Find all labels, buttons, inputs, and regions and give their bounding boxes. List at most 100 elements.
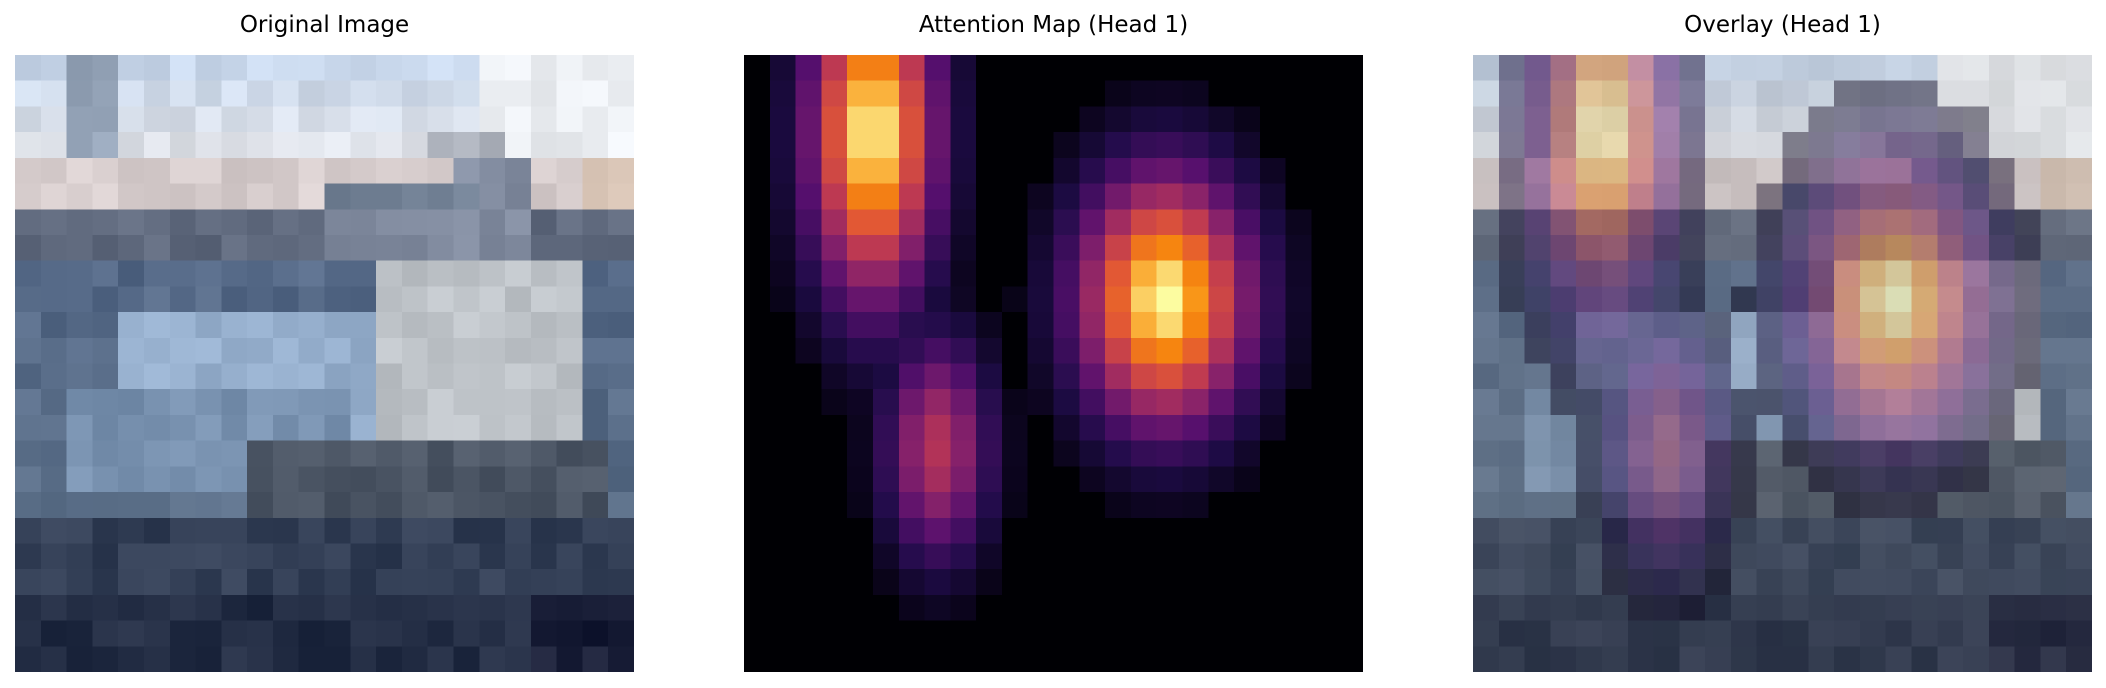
overlay-cell bbox=[1911, 389, 1938, 416]
image-cell bbox=[376, 492, 403, 519]
image-cell bbox=[272, 234, 300, 262]
image-cell bbox=[479, 569, 506, 596]
attention-cell bbox=[1311, 106, 1338, 133]
image-cell bbox=[556, 543, 583, 570]
image-cell bbox=[530, 389, 558, 416]
overlay-cell bbox=[1679, 492, 1706, 519]
attention-cell bbox=[847, 286, 874, 313]
attention-cell bbox=[1130, 337, 1158, 365]
overlay-cell bbox=[1524, 260, 1551, 287]
overlay-cell bbox=[1756, 286, 1784, 313]
overlay-cell bbox=[2066, 157, 2092, 185]
overlay-cell bbox=[1550, 260, 1577, 287]
attention-cell bbox=[1156, 157, 1183, 185]
image-cell bbox=[530, 492, 558, 519]
overlay-cell bbox=[1576, 414, 1603, 442]
attention-cell bbox=[1130, 132, 1158, 159]
attention-cell bbox=[872, 55, 900, 82]
overlay-cell bbox=[1963, 286, 1990, 313]
overlay-cell bbox=[1859, 389, 1887, 416]
image-cell bbox=[427, 466, 454, 493]
overlay-cell bbox=[1473, 466, 1500, 493]
attention-cell bbox=[898, 440, 926, 467]
overlay-cell bbox=[1756, 517, 1784, 544]
overlay-cell bbox=[1524, 209, 1551, 236]
overlay-cell bbox=[1808, 414, 1835, 442]
image-cell bbox=[143, 466, 171, 493]
image-cell bbox=[608, 80, 634, 107]
attention-cell bbox=[898, 183, 926, 210]
overlay-cell bbox=[1550, 517, 1577, 544]
attention-cell bbox=[769, 517, 797, 544]
overlay-cell bbox=[1937, 569, 1964, 596]
attention-cell bbox=[1156, 80, 1183, 107]
attention-cell bbox=[1001, 183, 1029, 210]
attention-cell bbox=[1311, 234, 1338, 262]
overlay-cell bbox=[1808, 312, 1835, 339]
overlay-cell bbox=[1937, 466, 1964, 493]
attention-cell bbox=[744, 440, 771, 467]
attention-cell bbox=[1156, 286, 1183, 313]
attention-cell bbox=[1027, 260, 1055, 287]
overlay-cell bbox=[1859, 363, 1887, 390]
attention-cell bbox=[924, 260, 951, 287]
attention-cell bbox=[1311, 55, 1338, 82]
attention-cell bbox=[924, 55, 951, 82]
attention-cell bbox=[1130, 569, 1158, 596]
image-cell bbox=[608, 517, 634, 544]
attention-cell bbox=[1285, 492, 1312, 519]
image-cell bbox=[272, 337, 300, 365]
image-cell bbox=[556, 157, 583, 185]
attention-cell bbox=[1285, 106, 1312, 133]
image-cell bbox=[169, 620, 197, 647]
attention-cell bbox=[1208, 543, 1235, 570]
attention-cell bbox=[1311, 569, 1338, 596]
overlay-cell bbox=[1473, 106, 1500, 133]
overlay-cell bbox=[1937, 312, 1964, 339]
overlay-cell bbox=[1550, 389, 1577, 416]
attention-cell bbox=[744, 466, 771, 493]
attention-cell bbox=[1285, 466, 1312, 493]
overlay-cell bbox=[1576, 260, 1603, 287]
image-cell bbox=[66, 337, 93, 365]
overlay-cell bbox=[2040, 157, 2067, 185]
overlay-cell bbox=[1473, 414, 1500, 442]
attention-cell bbox=[1001, 132, 1029, 159]
image-cell bbox=[40, 517, 68, 544]
overlay-cell bbox=[1756, 389, 1784, 416]
overlay-cell bbox=[1705, 440, 1732, 467]
overlay-cell bbox=[1653, 466, 1680, 493]
attention-cell bbox=[1208, 363, 1235, 390]
image-cell bbox=[350, 183, 377, 210]
overlay-cell bbox=[1679, 569, 1706, 596]
attention-cell bbox=[1079, 543, 1106, 570]
image-cell bbox=[376, 55, 403, 82]
attention-cell bbox=[1311, 363, 1338, 390]
image-cell bbox=[556, 286, 583, 313]
image-cell bbox=[530, 157, 558, 185]
image-cell bbox=[143, 337, 171, 365]
attention-cell bbox=[1182, 157, 1209, 185]
overlay-cell bbox=[1859, 209, 1887, 236]
overlay-cell bbox=[1705, 106, 1732, 133]
overlay-cell bbox=[1524, 234, 1551, 262]
overlay-cell bbox=[1498, 517, 1526, 544]
image-cell bbox=[324, 414, 351, 442]
image-cell bbox=[298, 466, 326, 493]
attention-cell bbox=[1001, 260, 1029, 287]
overlay-cell bbox=[1988, 157, 2016, 185]
image-cell bbox=[221, 543, 248, 570]
image-cell bbox=[221, 209, 248, 236]
image-cell bbox=[401, 492, 429, 519]
overlay-cell bbox=[1988, 543, 2016, 570]
image-cell bbox=[118, 363, 145, 390]
attention-cell bbox=[1259, 55, 1287, 82]
image-cell bbox=[272, 80, 300, 107]
image-cell bbox=[505, 55, 532, 82]
overlay-cell bbox=[1498, 234, 1526, 262]
overlay-cell bbox=[1834, 492, 1861, 519]
attention-cell bbox=[976, 183, 1003, 210]
image-cell bbox=[505, 183, 532, 210]
overlay-cell bbox=[2040, 492, 2067, 519]
attention-cell bbox=[872, 492, 900, 519]
